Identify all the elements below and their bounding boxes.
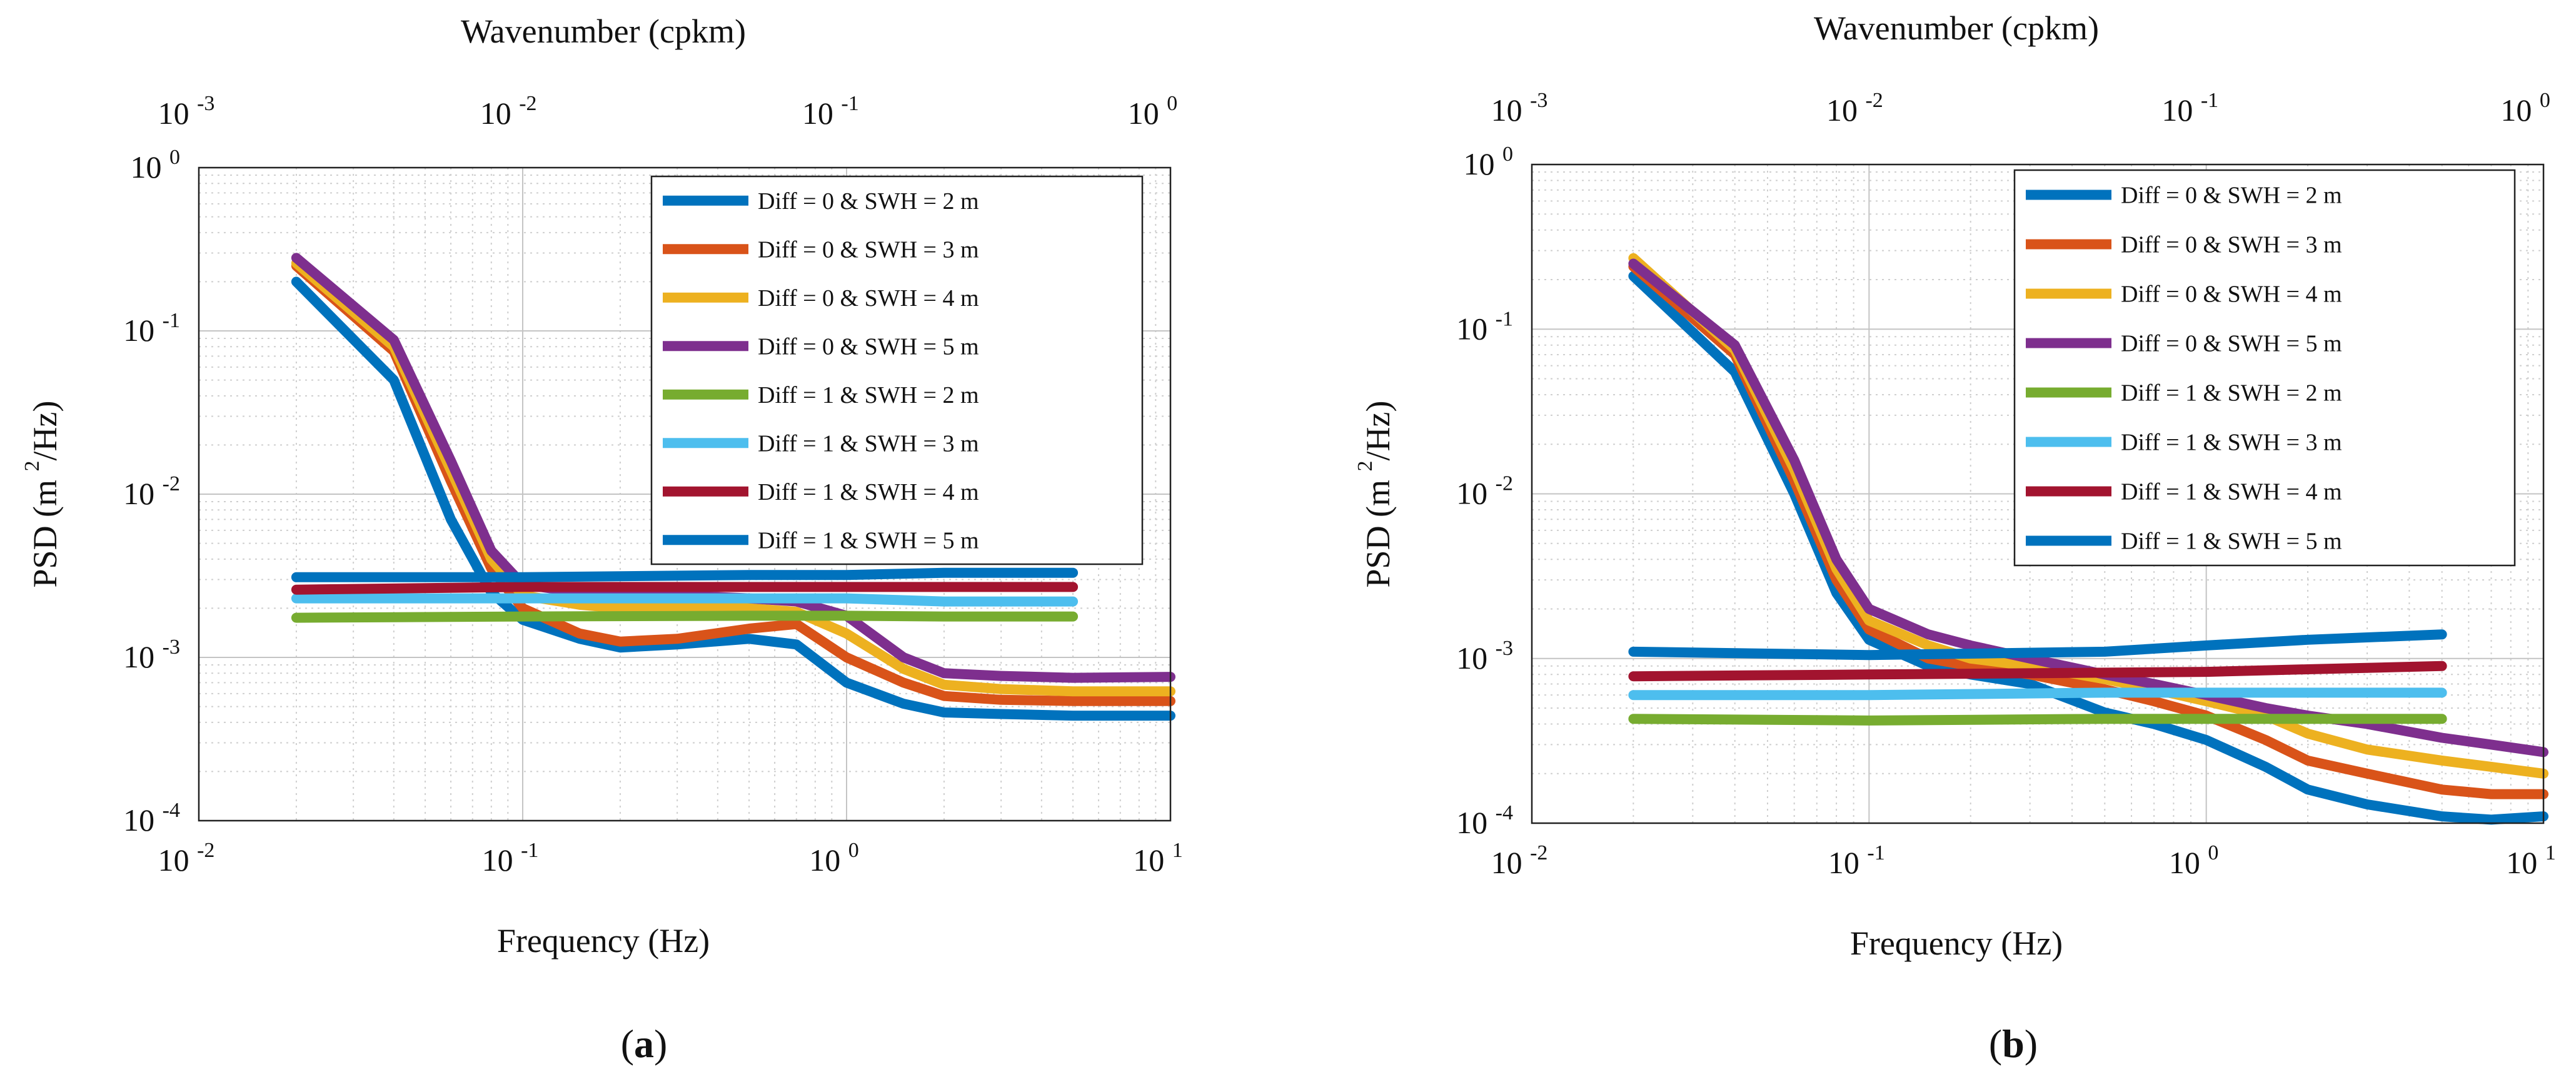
y-tick-label: 10 0 (1464, 143, 1514, 181)
legend-entry-8: Diff = 1 & SWH = 5 m (2121, 529, 2342, 555)
axes-frame (1531, 163, 2545, 824)
y-axis-label: PSD (m 2/Hz) (1354, 401, 1397, 588)
chart-panel-b: 10 -2 10 -1 10 0 10 1 10 -4 10 -3 10 -2 10 -1 10… (1354, 9, 2556, 962)
legend: Diff = 0 & SWH = 2 m Diff = 0 & SWH = 3 m… (2013, 169, 2516, 567)
x-tick-label: 10 1 (2506, 841, 2556, 880)
series-line-7 (291, 582, 1079, 595)
y-tick-label: 10 -1 (1456, 307, 1513, 346)
legend-entry-5: Diff = 1 & SWH = 2 m (758, 382, 979, 408)
legend-entry-6: Diff = 1 & SWH = 3 m (758, 430, 979, 457)
top-x-tick-label: 10 -1 (2161, 89, 2218, 128)
series-line-8 (1628, 629, 2447, 661)
series-line-6 (291, 593, 1079, 607)
legend: Diff = 0 & SWH = 2 m Diff = 0 & SWH = 3 m… (650, 175, 1144, 565)
series-line-7 (1628, 661, 2447, 682)
y-tick-label: 10 -2 (1456, 472, 1513, 511)
top-x-tick-label: 10 -3 (158, 92, 215, 131)
x-tick-label: 10 0 (809, 839, 859, 878)
top-x-tick-label: 10 -3 (1491, 89, 1548, 128)
legend-entry-4: Diff = 0 & SWH = 5 m (758, 333, 979, 360)
legend-entry-3: Diff = 0 & SWH = 4 m (2121, 281, 2342, 308)
x-tick-label: 10 -1 (482, 839, 539, 878)
series-group (1628, 253, 2548, 825)
x-tick-label: 10 0 (2169, 841, 2219, 880)
x-axis-label: Frequency (Hz) (497, 922, 710, 960)
legend-entry-2: Diff = 0 & SWH = 3 m (758, 236, 979, 263)
legend-entry-2: Diff = 0 & SWH = 3 m (2121, 232, 2342, 258)
panel-label-b: (b) (1989, 1021, 2038, 1066)
top-x-tick-label: 10 -1 (802, 92, 859, 131)
legend-entry-4: Diff = 0 & SWH = 5 m (2121, 331, 2342, 357)
legend-entry-6: Diff = 1 & SWH = 3 m (2121, 430, 2342, 456)
y-tick-label: 10 -1 (123, 309, 180, 348)
y-tick-label: 10 -4 (123, 799, 180, 838)
top-x-tick-label: 10 0 (2500, 89, 2550, 128)
series-group (291, 253, 1175, 721)
x-tick-label: 10 -2 (158, 839, 215, 878)
series-line-8 (291, 567, 1079, 582)
legend-entry-7: Diff = 1 & SWH = 4 m (2121, 479, 2342, 505)
y-tick-label: 10 -3 (1456, 637, 1513, 676)
chart-panel-a: 10 -2 10 -1 10 0 10 1 10 -4 10 -3 10 -2 10 -1 10… (21, 13, 1183, 960)
legend-entry-3: Diff = 0 & SWH = 4 m (758, 285, 979, 312)
legend-box (650, 175, 1144, 565)
top-x-tick-label: 10 -2 (1826, 89, 1883, 128)
y-axis-label: PSD (m 2/Hz) (21, 401, 64, 588)
x-tick-label: 10 1 (1133, 839, 1183, 878)
legend-entry-1: Diff = 0 & SWH = 2 m (2121, 183, 2342, 209)
series-line-5 (1628, 714, 2447, 726)
panel-label-a: (a) (621, 1021, 668, 1066)
x-tick-label: 10 -2 (1491, 841, 1548, 880)
series-line-1 (291, 276, 1175, 721)
top-axis-label: Wavenumber (cpkm) (461, 13, 746, 50)
y-tick-label: 10 -4 (1456, 801, 1513, 840)
top-x-tick-label: 10 0 (1128, 92, 1178, 131)
legend-entry-1: Diff = 0 & SWH = 2 m (758, 188, 979, 215)
series-line-6 (1628, 687, 2447, 701)
series-line-5 (291, 610, 1079, 623)
axes-frame (198, 166, 1172, 822)
legend-entry-7: Diff = 1 & SWH = 4 m (758, 479, 979, 505)
series-line-1 (1628, 271, 2548, 825)
top-axis-label: Wavenumber (cpkm) (1814, 9, 2099, 47)
y-tick-label: 10 -3 (123, 636, 180, 674)
legend-entry-5: Diff = 1 & SWH = 2 m (2121, 380, 2342, 407)
y-tick-label: 10 -2 (123, 472, 180, 511)
legend-box (2013, 169, 2516, 567)
y-tick-label: 10 0 (131, 146, 181, 185)
x-axis-label: Frequency (Hz) (1850, 924, 2063, 962)
legend-entry-8: Diff = 1 & SWH = 5 m (758, 527, 979, 554)
x-tick-label: 10 -1 (1828, 841, 1885, 880)
top-x-tick-label: 10 -2 (480, 92, 537, 131)
